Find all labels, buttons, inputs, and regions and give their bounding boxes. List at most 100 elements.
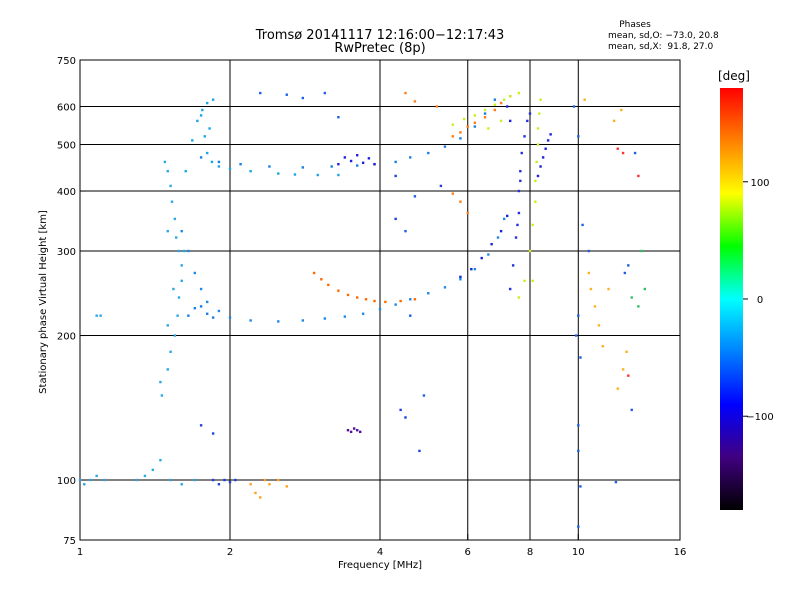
data-point xyxy=(572,105,576,108)
data-point xyxy=(358,430,362,434)
data-point xyxy=(78,478,82,482)
data-point xyxy=(466,125,469,128)
data-point xyxy=(473,114,477,117)
data-point xyxy=(89,478,92,482)
data-point xyxy=(589,287,593,291)
data-point xyxy=(539,98,542,101)
data-point xyxy=(254,491,257,495)
data-point xyxy=(199,156,203,159)
data-point xyxy=(625,350,628,353)
data-point xyxy=(223,478,226,482)
data-point xyxy=(627,264,630,267)
y-tick-label: 600 xyxy=(57,103,76,114)
data-point xyxy=(228,316,232,319)
x-tick-label: 6 xyxy=(465,547,471,558)
data-point xyxy=(205,300,209,304)
data-point xyxy=(143,474,147,478)
data-point xyxy=(643,287,647,291)
data-point xyxy=(541,156,545,159)
data-point xyxy=(373,162,376,166)
data-point xyxy=(409,298,412,301)
data-point xyxy=(361,312,365,315)
data-point xyxy=(607,287,610,291)
data-point xyxy=(384,300,387,304)
data-point xyxy=(355,164,359,167)
data-point xyxy=(483,116,487,119)
y-tick-label: 100 xyxy=(57,476,76,487)
data-point xyxy=(435,105,438,108)
data-point xyxy=(301,166,305,169)
data-point xyxy=(574,334,578,337)
phase-series-8 xyxy=(159,160,186,397)
data-point xyxy=(170,200,174,203)
data-point xyxy=(166,368,169,371)
phase-series-20 xyxy=(630,249,647,308)
data-point xyxy=(268,483,271,486)
data-point xyxy=(199,287,203,291)
data-point xyxy=(169,184,172,188)
colorbar: 100 0 −100 xyxy=(720,88,774,510)
data-point xyxy=(184,169,187,173)
data-point xyxy=(451,192,455,195)
data-point xyxy=(519,179,522,183)
data-point xyxy=(268,165,271,168)
data-point xyxy=(337,173,340,177)
data-point xyxy=(427,151,430,155)
data-point xyxy=(528,249,532,253)
data-point xyxy=(373,299,376,303)
data-point xyxy=(277,478,280,482)
data-point xyxy=(483,108,487,112)
data-point xyxy=(175,236,178,239)
data-point xyxy=(505,214,509,218)
data-point xyxy=(577,135,580,138)
data-point xyxy=(508,119,512,123)
data-point xyxy=(616,387,619,390)
data-point xyxy=(637,174,640,178)
data-point xyxy=(490,242,493,246)
phase-series-17 xyxy=(572,105,584,528)
data-point xyxy=(277,172,280,175)
data-point xyxy=(217,483,221,486)
data-point xyxy=(627,374,630,377)
data-point xyxy=(173,217,177,221)
data-point xyxy=(95,314,98,317)
data-point xyxy=(159,458,162,462)
data-point xyxy=(199,424,203,427)
data-point xyxy=(394,174,397,178)
data-point xyxy=(208,127,211,130)
data-point xyxy=(177,296,181,299)
phase-series-21 xyxy=(587,151,637,484)
data-point xyxy=(459,137,462,140)
y-tick-label: 400 xyxy=(57,187,76,198)
data-point xyxy=(536,143,540,146)
data-point xyxy=(493,103,497,106)
data-point xyxy=(211,98,215,101)
data-point xyxy=(176,314,179,317)
data-point xyxy=(228,480,232,484)
x-tick-label: 8 xyxy=(527,547,533,558)
data-point xyxy=(579,485,582,488)
data-point xyxy=(337,289,340,292)
data-point xyxy=(169,350,172,353)
data-point xyxy=(285,93,288,96)
phase-series-3 xyxy=(451,95,512,138)
data-point xyxy=(577,525,580,528)
data-points xyxy=(78,91,647,528)
data-point xyxy=(519,169,522,173)
phase-series-5 xyxy=(508,112,532,291)
phase-series-24 xyxy=(394,174,443,453)
x-axis-label: Frequency [MHz] xyxy=(338,560,422,571)
data-point xyxy=(228,167,232,171)
data-point xyxy=(451,123,455,126)
data-point xyxy=(499,119,503,123)
data-point xyxy=(511,264,515,267)
data-point xyxy=(159,380,162,384)
data-point xyxy=(83,483,86,486)
phase-series-14 xyxy=(199,424,237,486)
x-tick-labels: 1 2 4 6 8 10 16 xyxy=(77,547,687,558)
data-point xyxy=(316,173,319,177)
data-point xyxy=(217,309,221,313)
data-point xyxy=(517,296,521,299)
data-point xyxy=(177,249,181,253)
